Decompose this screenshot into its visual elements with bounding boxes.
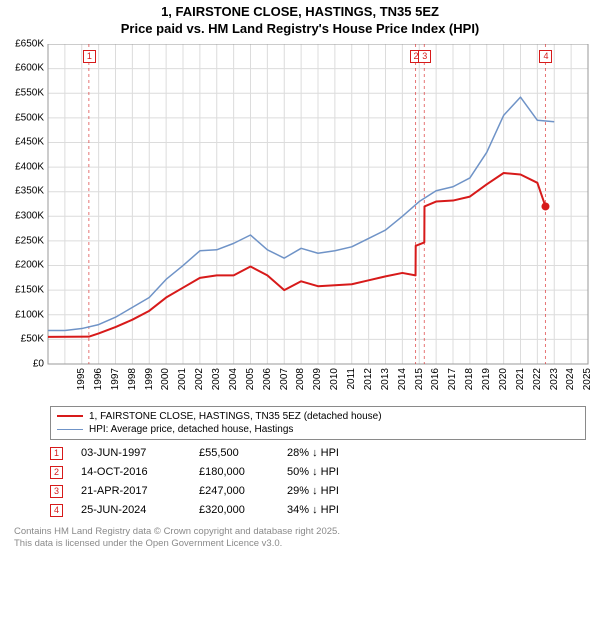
table-row: 1 03-JUN-1997 £55,500 28% ↓ HPI	[50, 444, 586, 463]
title-line-1: 1, FAIRSTONE CLOSE, HASTINGS, TN35 5EZ	[0, 4, 600, 21]
sale-marker-icon: 4	[50, 504, 63, 517]
sale-marker-flag: 4	[539, 50, 552, 63]
transaction-date: 25-JUN-2024	[81, 504, 181, 516]
legend-item: 1, FAIRSTONE CLOSE, HASTINGS, TN35 5EZ (…	[57, 410, 579, 423]
sale-marker-icon: 2	[50, 466, 63, 479]
legend: 1, FAIRSTONE CLOSE, HASTINGS, TN35 5EZ (…	[50, 406, 586, 440]
table-row: 3 21-APR-2017 £247,000 29% ↓ HPI	[50, 482, 586, 501]
sale-marker-icon: 1	[50, 447, 63, 460]
chart-area: £0£50K£100K£150K£200K£250K£300K£350K£400…	[4, 44, 596, 400]
title-line-2: Price paid vs. HM Land Registry's House …	[0, 21, 600, 38]
sale-marker-icon: 3	[50, 485, 63, 498]
sale-marker-flag: 3	[418, 50, 431, 63]
transaction-date: 14-OCT-2016	[81, 466, 181, 478]
transaction-price: £320,000	[199, 504, 269, 516]
table-row: 4 25-JUN-2024 £320,000 34% ↓ HPI	[50, 501, 586, 520]
line-chart	[4, 44, 596, 366]
transaction-date: 03-JUN-1997	[81, 447, 181, 459]
transactions-table: 1 03-JUN-1997 £55,500 28% ↓ HPI 2 14-OCT…	[50, 444, 586, 520]
transaction-date: 21-APR-2017	[81, 485, 181, 497]
sale-marker-flag: 1	[83, 50, 96, 63]
legend-label: HPI: Average price, detached house, Hast…	[89, 424, 293, 435]
footer-line-1: Contains HM Land Registry data © Crown c…	[14, 526, 586, 538]
transaction-delta: 28% ↓ HPI	[287, 447, 339, 459]
legend-label: 1, FAIRSTONE CLOSE, HASTINGS, TN35 5EZ (…	[89, 411, 382, 422]
chart-title: 1, FAIRSTONE CLOSE, HASTINGS, TN35 5EZ P…	[0, 0, 600, 40]
table-row: 2 14-OCT-2016 £180,000 50% ↓ HPI	[50, 463, 586, 482]
transaction-delta: 29% ↓ HPI	[287, 485, 339, 497]
transaction-price: £55,500	[199, 447, 269, 459]
legend-swatch-1	[57, 415, 83, 417]
transaction-price: £247,000	[199, 485, 269, 497]
footer-line-2: This data is licensed under the Open Gov…	[14, 538, 586, 550]
legend-item: HPI: Average price, detached house, Hast…	[57, 423, 579, 436]
transaction-delta: 50% ↓ HPI	[287, 466, 339, 478]
transaction-delta: 34% ↓ HPI	[287, 504, 339, 516]
transaction-price: £180,000	[199, 466, 269, 478]
footer-attribution: Contains HM Land Registry data © Crown c…	[14, 526, 586, 551]
legend-swatch-2	[57, 429, 83, 430]
